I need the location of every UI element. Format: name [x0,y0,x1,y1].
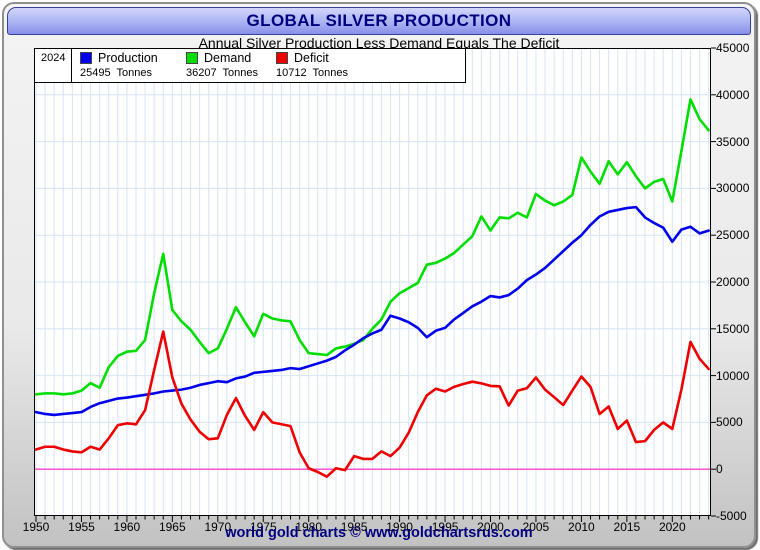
production-swatch-icon [80,52,92,64]
axis-tick-label: 5000 [716,415,743,430]
axis-tick-label: 15000 [716,321,750,336]
axis-tick-label: 1955 [68,520,95,534]
axis-tick-label: 30000 [716,181,750,196]
axis-tick-label: 25000 [716,228,750,243]
axis-tick-label: 40000 [716,87,750,102]
axis-tick-label: 1960 [113,520,141,534]
footer-credit: world gold charts © www.goldchartsrus.co… [225,525,533,541]
legend: 2024 Production 25495 Tonnes Demand 3620… [34,48,466,83]
legend-item-production: Production 25495 Tonnes [80,51,158,79]
axis-tick-label: 45000 [716,41,750,55]
axis-tick-label: 10000 [716,368,750,383]
production-value: 25495 Tonnes [80,67,152,79]
deficit-swatch-icon [276,52,288,64]
axis-tick-label: 0 [716,462,723,477]
axis-tick-label: 20000 [716,275,750,289]
legend-item-deficit: Deficit 10712 Tonnes [276,51,348,79]
demand-value: 36207 Tonnes [186,67,258,79]
axis-tick-label: 1995 [431,520,459,534]
axis-tick-label: 1975 [249,520,277,534]
axis-tick-label: 1990 [386,520,413,534]
deficit-value: 10712 Tonnes [276,67,348,79]
legend-year-label: 2024 [35,49,72,82]
axis-tick-label: 2000 [477,520,504,534]
axis-tick-label: 1980 [295,520,323,534]
x-axis-labels: 1950 1955 1960 1965 1970 1975 1980 1985 1990 1995… [23,520,711,534]
deficit-label: Deficit [294,51,329,65]
axis-tick-label: 1965 [158,520,186,534]
legend-item-demand: Demand 36207 Tonnes [186,51,258,79]
page-title: GLOBAL SILVER PRODUCTION [246,11,512,30]
y-axis-labels: 45000 40000 35000 30000 25000 20000 15000 10000… [716,41,760,523]
axis-tick-label: 1985 [340,520,368,534]
plot-area [34,47,716,522]
axis-tick-label: 35000 [716,134,750,149]
axis-tick-label: -5000 [716,509,747,523]
axis-tick-label: 2015 [613,520,641,534]
axis-tick-label: 2010 [568,520,595,534]
production-label: Production [98,51,158,65]
chart-subtitle: Annual Silver Production Less Demand Equ… [198,35,560,51]
demand-label: Demand [204,51,252,65]
axis-tick-label: 2020 [658,520,686,534]
axis-tick-label: 1950 [22,520,50,534]
axis-tick-label: 1970 [204,520,232,534]
axis-tick-label: 2005 [522,520,550,534]
title-bar: GLOBAL SILVER PRODUCTION [7,7,751,35]
demand-swatch-icon [186,52,198,64]
